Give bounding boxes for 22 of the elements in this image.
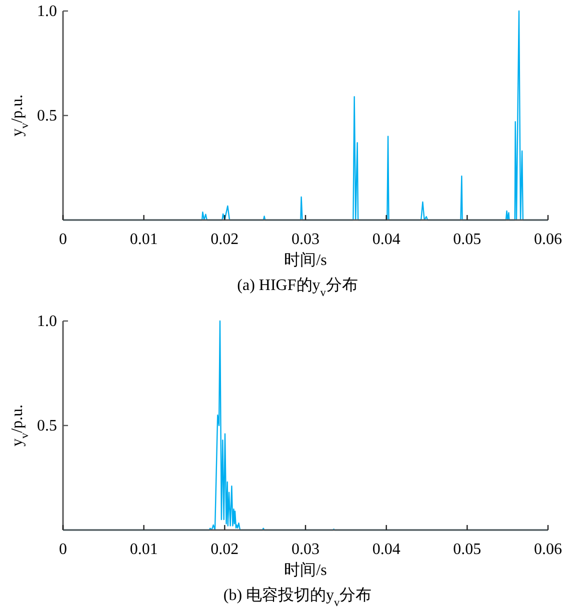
x-axis-title: 时间/s	[284, 251, 327, 269]
x-axis-title: 时间/s	[284, 561, 327, 579]
x-tick-label: 0.06	[534, 541, 562, 558]
text: (a) HIGF的y$_{v}$分布	[237, 277, 358, 299]
x-tick-label: 0.02	[210, 541, 239, 558]
y-tick-label: 1.0	[37, 3, 57, 20]
x-tick-label: 0.04	[372, 231, 400, 248]
x-tick-label: 0	[59, 231, 67, 248]
y-tick-label: 0.5	[37, 418, 57, 434]
x-tick-label: 0.01	[130, 541, 158, 558]
x-tick-label: 0.05	[453, 231, 482, 248]
x-tick-label: 0.01	[130, 231, 158, 248]
x-tick-label: 0.06	[534, 231, 562, 248]
x-tick-label: 0.02	[210, 231, 239, 248]
x-tick-label: 0.05	[453, 541, 482, 558]
text: (b) 电容投切的y$_{v}$分布	[223, 586, 372, 608]
x-tick-label: 0.03	[292, 231, 320, 248]
y-tick-label: 0.5	[37, 108, 57, 124]
x-tick-label: 0.04	[372, 541, 400, 558]
x-tick-label: 0.03	[292, 541, 320, 558]
y-tick-label: 1.0	[37, 313, 57, 330]
x-tick-label: 0	[59, 541, 67, 558]
